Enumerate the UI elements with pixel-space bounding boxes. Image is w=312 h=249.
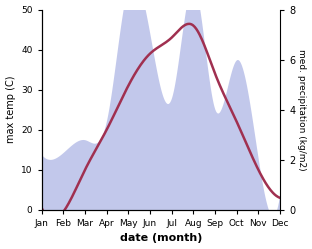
X-axis label: date (month): date (month) [120, 234, 202, 244]
Y-axis label: max temp (C): max temp (C) [6, 76, 16, 143]
Y-axis label: med. precipitation (kg/m2): med. precipitation (kg/m2) [297, 49, 306, 171]
